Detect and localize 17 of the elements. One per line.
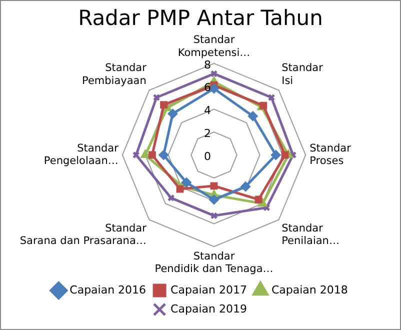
spoke-label: Standar Sarana dan Prasarana… [20,222,148,248]
y-tick-label: 4 [204,104,211,118]
spoke-label: Standar Pendidik dan Tenaga… [154,250,274,276]
spoke-label: Standar Isi [282,62,324,87]
spoke-label: Standar Penilaian… [282,222,340,248]
spoke-label: Standar Pengelolaan… [44,142,120,168]
y-tick-label: 2 [204,126,211,140]
spoke-label: Standar Pembiayaan [82,62,148,87]
y-tick-label: 8 [204,58,211,72]
chart-title: Radar PMP Antar Tahun [78,6,323,30]
spoke-label: Standar Kompetensi… [178,34,250,59]
legend-label: Capaian 2016 [70,283,146,296]
legend-label: Capaian 2018 [271,283,348,296]
spoke-label: Standar Proses [310,142,352,168]
y-tick-label: 0 [204,150,211,163]
legend-label: Capaian 2017 [170,283,247,296]
legend-label: Capaian 2019 [170,302,247,316]
